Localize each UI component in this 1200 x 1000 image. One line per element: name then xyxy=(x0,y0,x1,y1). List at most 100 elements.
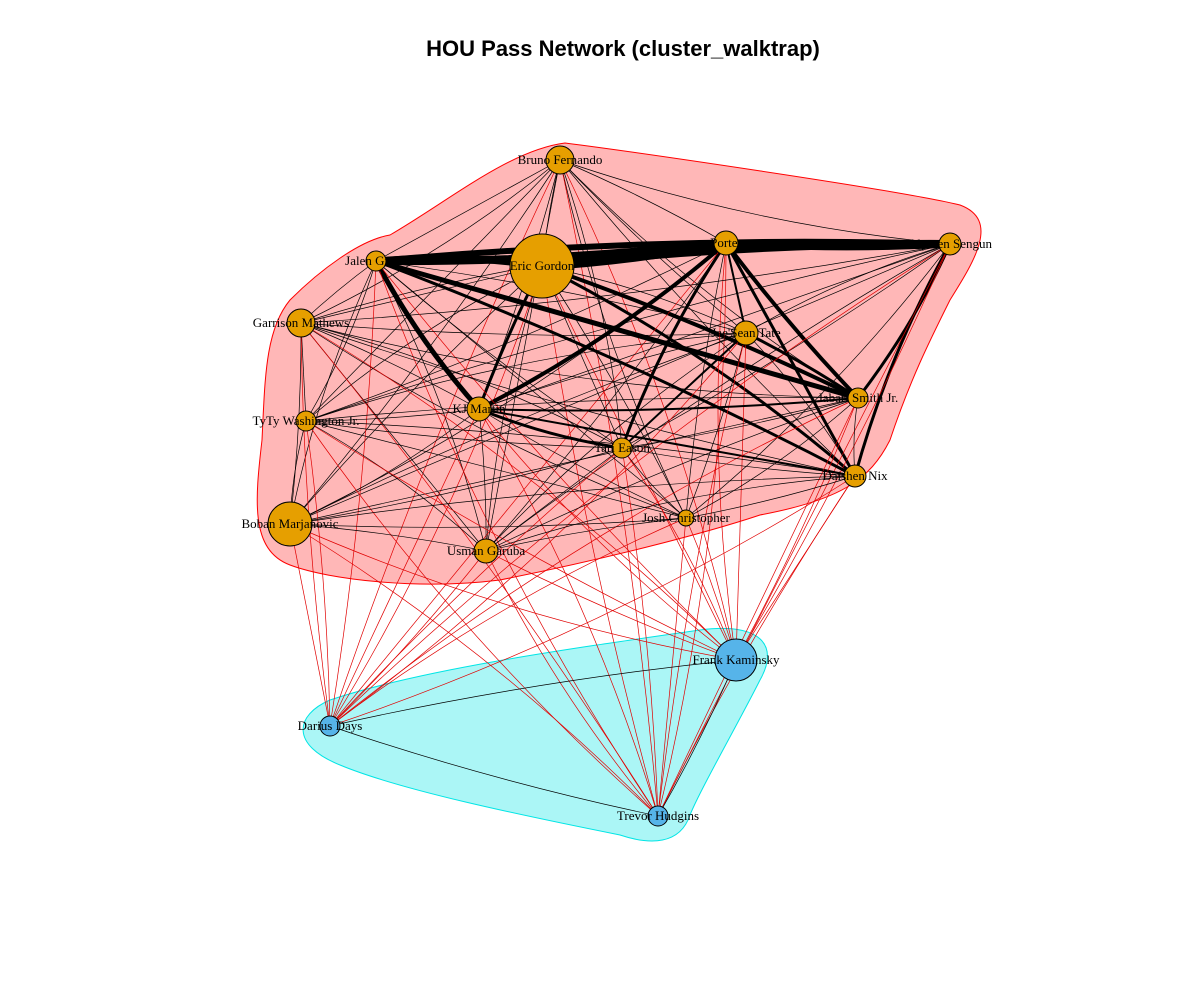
node-label-eric: Eric Gordon xyxy=(510,258,575,273)
edge-tate-usman xyxy=(485,332,747,552)
edge-tate-josh xyxy=(685,332,747,519)
edge-bruno-josh xyxy=(559,159,687,519)
edge-smith-usman xyxy=(485,397,859,552)
edge-martin-eason xyxy=(478,407,623,450)
edge-martin-frank xyxy=(478,408,737,661)
edge-jalen-smith xyxy=(375,258,859,401)
edge-sengun-darius xyxy=(329,243,951,727)
edge-nix-usman xyxy=(485,475,856,552)
node-garrison: Garrison Mathews xyxy=(253,308,349,338)
edge-jalen-frank xyxy=(375,260,737,661)
edge-smith-eason xyxy=(621,397,859,449)
node-circle-porter xyxy=(713,230,739,256)
edge-tate-nix xyxy=(745,332,856,477)
edge-tate-darius xyxy=(329,332,747,727)
edge-tate-tyty xyxy=(305,332,747,422)
edge-martin-nix xyxy=(478,408,856,477)
edge-garrison-trevor xyxy=(300,322,659,817)
edge-smith-darius xyxy=(329,397,859,727)
edge-jalen-usman xyxy=(375,260,487,552)
edge-sengun-tate xyxy=(745,243,951,334)
edge-nix-boban xyxy=(289,475,856,525)
edge-boban-usman xyxy=(289,523,487,552)
edge-porter-smith xyxy=(724,241,860,400)
edge-tyty-nix xyxy=(305,420,856,477)
edge-smith-boban xyxy=(289,397,859,525)
edge-tyty-josh xyxy=(305,420,687,519)
node-circle-jalen xyxy=(365,250,387,272)
node-circle-sengun xyxy=(938,232,962,256)
node-label-eason: Tari Eason xyxy=(594,440,650,455)
edge-tate-frank xyxy=(735,332,747,661)
edge-frank-darius xyxy=(329,659,737,727)
edge-eason-boban xyxy=(289,447,623,525)
node-trevor: Trevor Hudgins xyxy=(617,805,699,827)
node-label-garrison: Garrison Mathews xyxy=(253,315,349,330)
node-label-martin: KJ Martin xyxy=(452,401,506,416)
node-label-boban: Boban Marjanovic xyxy=(241,516,338,531)
edge-jalen-nix xyxy=(375,259,856,478)
edge-smith-trevor xyxy=(657,397,859,817)
edge-smith-tyty xyxy=(305,396,859,422)
edge-usman-trevor xyxy=(485,550,659,817)
edge-jalen-josh xyxy=(375,260,687,519)
edge-boban-trevor xyxy=(289,523,659,817)
edge-sengun-garrison xyxy=(300,243,951,324)
edge-eason-frank xyxy=(621,447,737,661)
node-circle-bruno xyxy=(545,145,575,175)
node-label-tyty: TyTy Washington Jr. xyxy=(252,413,359,428)
edge-tyty-darius xyxy=(305,420,331,727)
node-martin: KJ Martin xyxy=(452,396,506,422)
edge-jalen-darius xyxy=(329,260,377,727)
edge-sengun-boban xyxy=(289,243,951,525)
edge-tyty-usman xyxy=(305,420,487,552)
node-label-porter: Porter xyxy=(710,235,742,250)
node-jalen: Jalen Green xyxy=(345,250,407,272)
node-porter: Porter xyxy=(710,230,743,256)
edge-boban-josh xyxy=(289,517,687,528)
node-label-smith: Jabari Smith Jr. xyxy=(818,390,899,405)
edge-bruno-tyty xyxy=(305,159,561,422)
edge-tate-martin xyxy=(478,332,747,410)
node-label-frank: Frank Kaminsky xyxy=(692,652,780,667)
node-label-darius: Darius Days xyxy=(298,718,363,733)
edge-sengun-martin xyxy=(478,243,951,410)
node-eric: Eric Gordon xyxy=(509,233,575,299)
edge-usman-frank xyxy=(485,550,737,661)
edges-layer xyxy=(289,159,952,817)
edge-josh-usman xyxy=(485,517,687,552)
edge-smith-josh xyxy=(685,397,859,519)
edge-porter-usman xyxy=(485,242,727,552)
node-usman: Usman Garuba xyxy=(447,538,525,564)
edge-sengun-usman xyxy=(485,243,951,552)
edge-eason-trevor xyxy=(621,447,659,817)
chart-title: HOU Pass Network (cluster_walktrap) xyxy=(426,36,820,61)
edge-tyty-trevor xyxy=(305,420,659,817)
edge-tyty-eason xyxy=(305,420,623,449)
edge-garrison-martin xyxy=(300,322,480,410)
edge-garrison-nix xyxy=(300,322,856,477)
edge-tate-smith xyxy=(745,331,859,400)
edge-garrison-tate xyxy=(300,322,747,336)
edge-martin-tyty xyxy=(305,408,480,422)
edge-porter-martin xyxy=(478,241,728,411)
edge-martin-darius xyxy=(329,408,480,727)
edge-bruno-darius xyxy=(329,159,561,727)
node-circle-tate xyxy=(733,320,759,346)
node-label-jalen: Jalen Green xyxy=(345,253,407,268)
edge-martin-trevor xyxy=(478,408,659,817)
node-circle-martin xyxy=(466,396,492,422)
edge-darius-trevor xyxy=(329,725,659,817)
edge-usman-darius xyxy=(329,550,487,727)
node-label-sengun: Alperen Sengun xyxy=(908,236,993,251)
edge-jalen-tyty xyxy=(305,260,377,422)
edge-tate-eason xyxy=(621,332,747,449)
node-eason: Tari Eason xyxy=(594,437,650,459)
edge-nix-darius xyxy=(329,475,856,727)
edge-garrison-frank xyxy=(300,322,737,661)
edge-eric-smith xyxy=(541,264,859,400)
node-label-bruno: Bruno Fernando xyxy=(518,152,603,167)
edge-bruno-porter xyxy=(559,159,727,244)
